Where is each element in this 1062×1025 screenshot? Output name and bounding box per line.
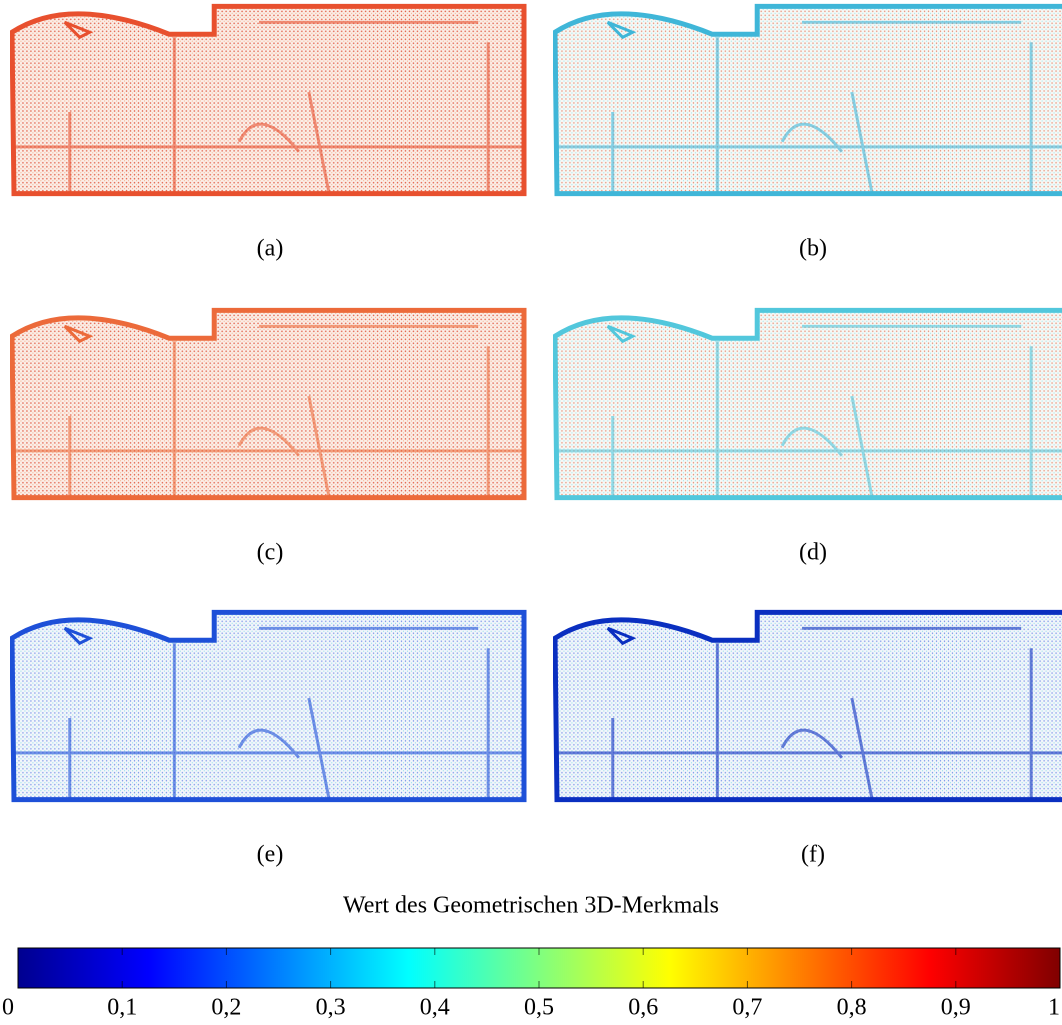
panels: (a) (b) (c) (d) (e) (f) — [12, 6, 1062, 867]
tick-label: 0,2 — [211, 995, 241, 1021]
tick-label: 0,9 — [941, 995, 971, 1021]
colorbar: Wert des Geometrischen 3D-Merkmals 0 0,1 0… — [2, 893, 1060, 1021]
point-cloud-image — [555, 310, 1062, 497]
point-cloud-image — [12, 612, 524, 799]
tick-label: 0,5 — [524, 995, 554, 1021]
figure: (a) (b) (c) (d) (e) (f) Wert des Geometrische… — [0, 0, 1062, 1025]
panel-label: (c) — [257, 540, 284, 566]
tick-label: 0,4 — [420, 995, 450, 1021]
point-cloud-image — [12, 310, 524, 497]
tick-label: 0,6 — [628, 995, 658, 1021]
panel-label: (d) — [799, 540, 827, 566]
panel-label: (e) — [257, 842, 284, 868]
panel-label: (b) — [799, 236, 827, 262]
panel-label: (a) — [257, 236, 284, 262]
point-cloud-image — [12, 6, 524, 193]
tick-label: 0 — [2, 995, 14, 1021]
tick-label: 0,8 — [837, 995, 867, 1021]
point-cloud-image — [555, 6, 1062, 193]
tick-label: 0,1 — [107, 995, 137, 1021]
colorbar-title: Wert des Geometrischen 3D-Merkmals — [343, 893, 719, 919]
tick-label: 1 — [1048, 995, 1060, 1021]
tick-label: 0,3 — [316, 995, 346, 1021]
point-cloud-image — [555, 612, 1062, 799]
panel-label: (f) — [801, 842, 825, 868]
tick-label: 0,7 — [732, 995, 762, 1021]
